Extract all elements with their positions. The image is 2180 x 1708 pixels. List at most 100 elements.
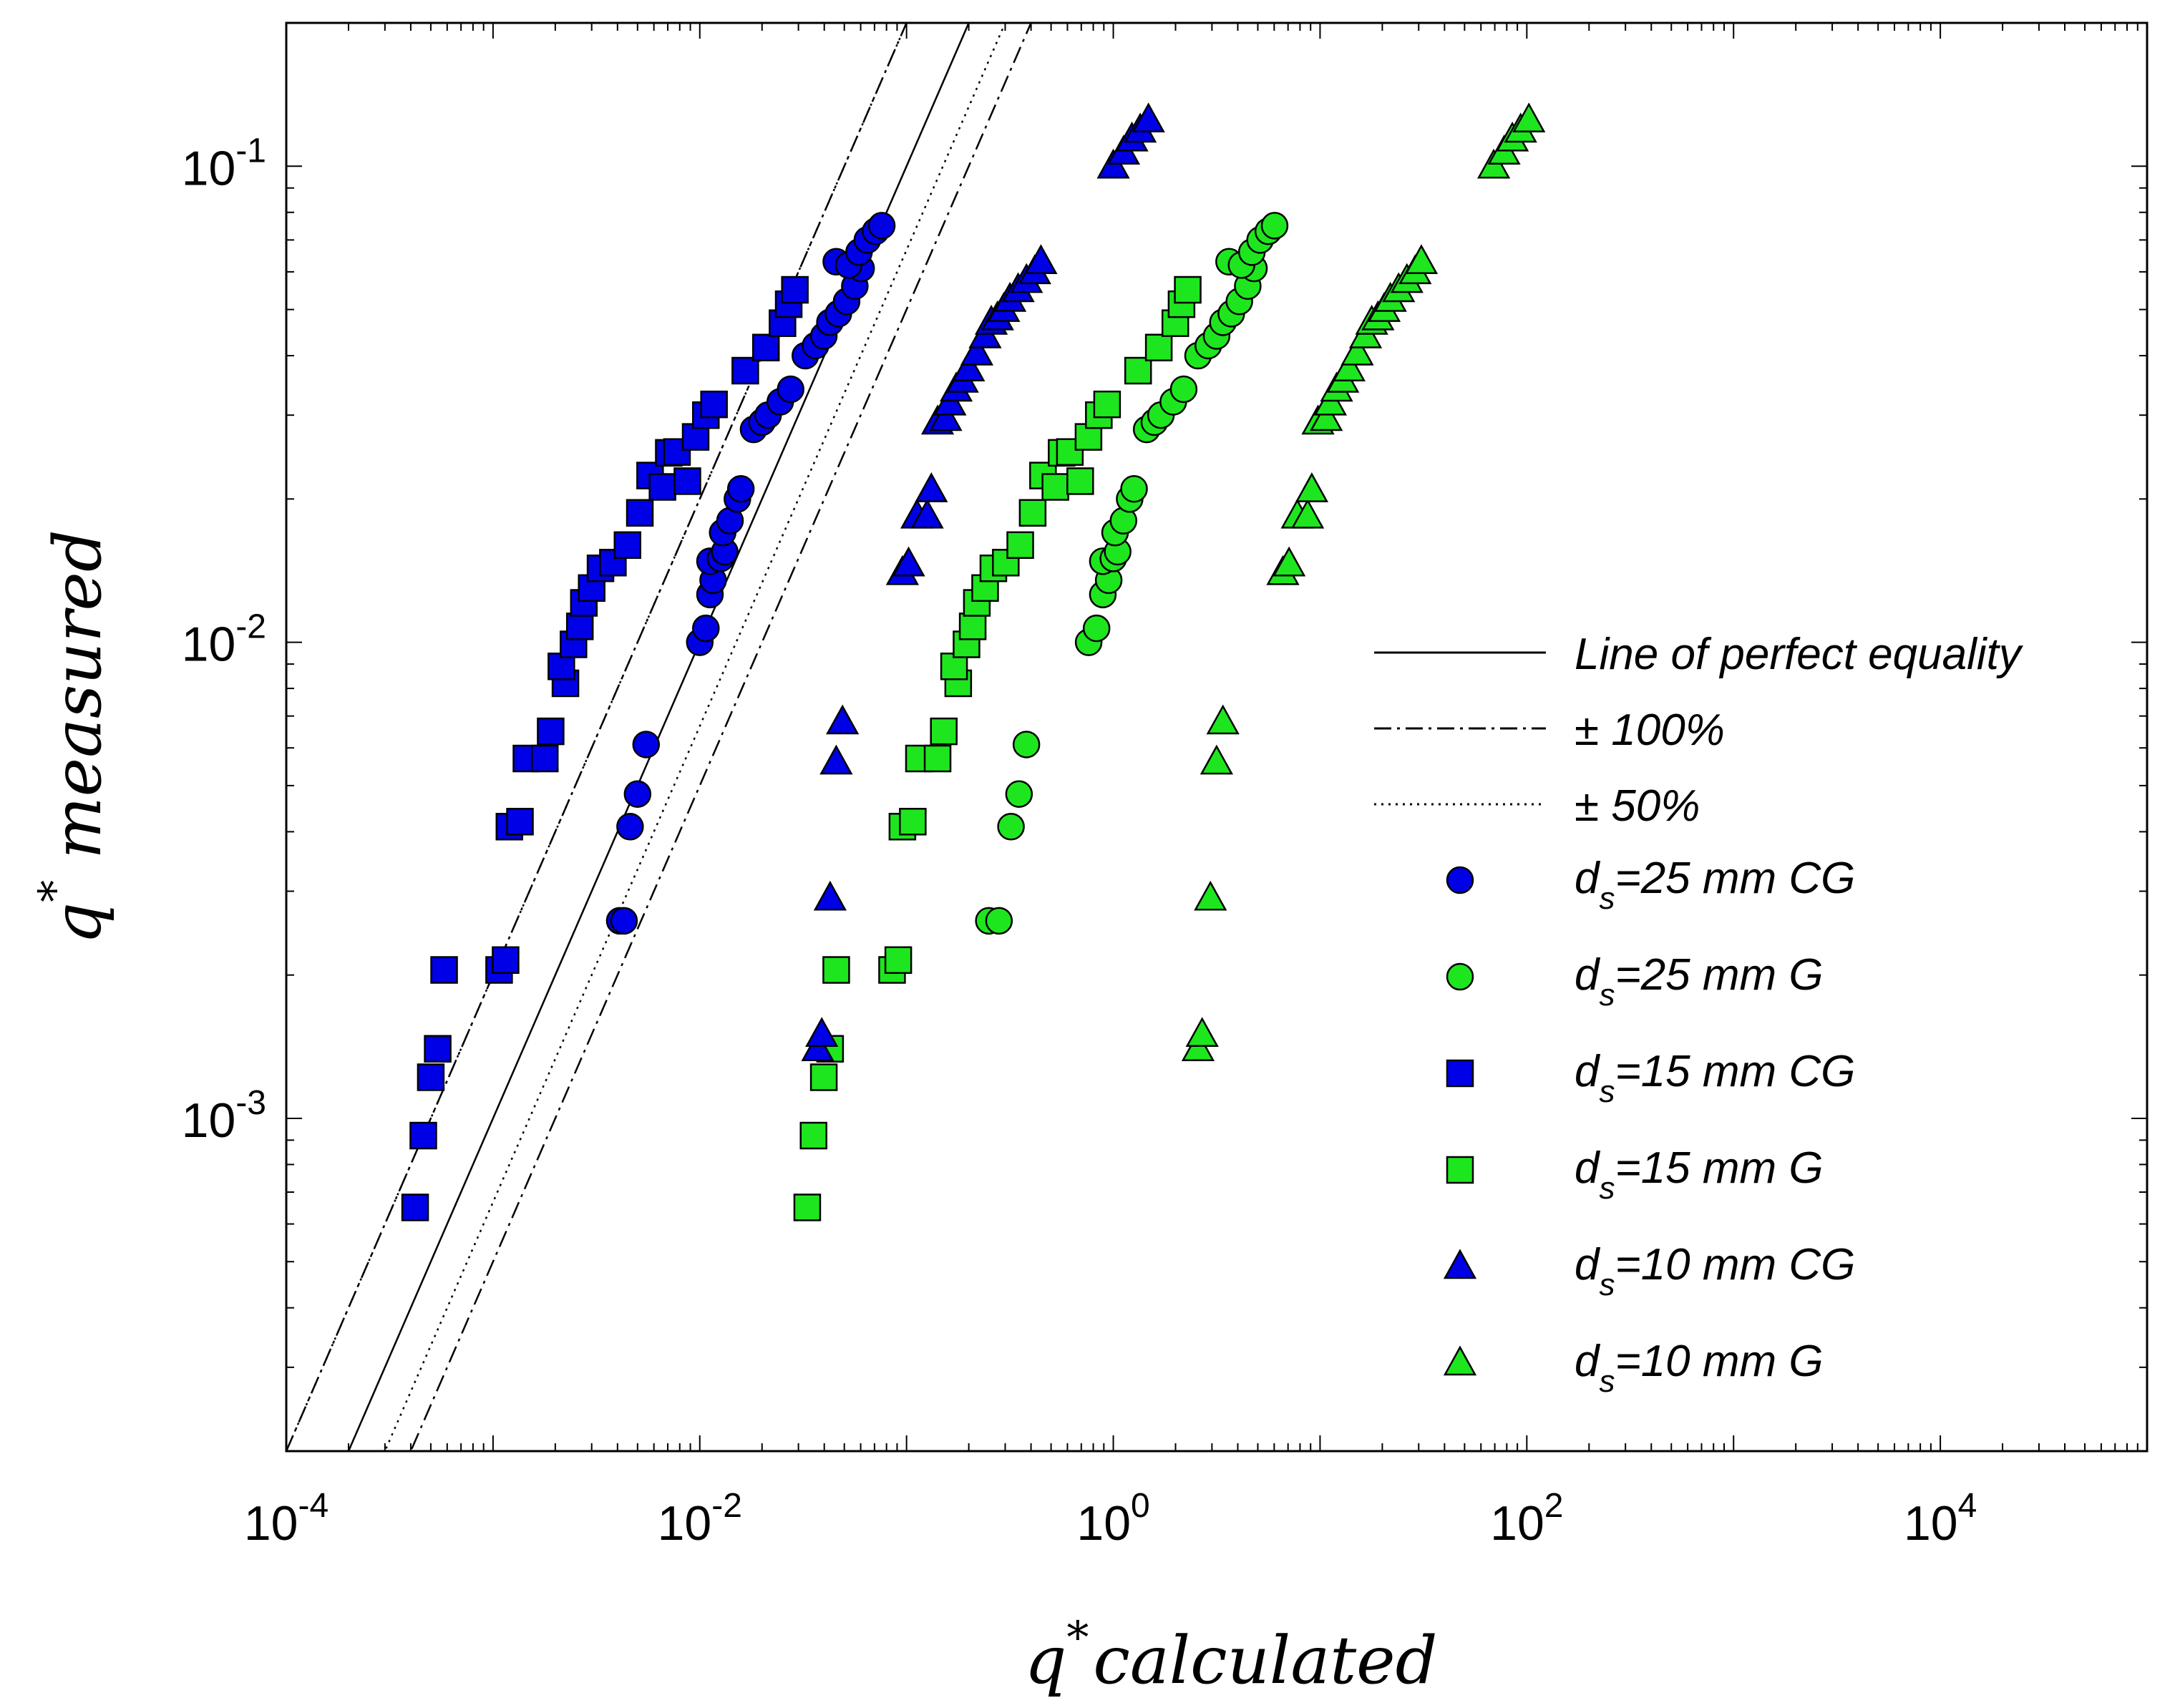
triangle-point [960, 335, 994, 366]
legend-series-label: ds=25 mm G [1575, 950, 1824, 1012]
square-point [809, 1063, 838, 1091]
line-plus-minus-100 [409, 23, 1032, 1451]
legend-marker-circle [1446, 962, 1474, 991]
circle-point [726, 474, 755, 503]
square-point [700, 390, 728, 419]
square-point [793, 1194, 822, 1221]
square-point [537, 717, 565, 746]
reference-lines [286, 23, 1032, 1451]
circle-point [632, 731, 661, 758]
line-perfect-equality [347, 23, 970, 1451]
x-tick-label: 10-4 [244, 1487, 329, 1551]
legend-series-label: ds=10 mm CG [1575, 1240, 1855, 1302]
circle-point [777, 375, 804, 404]
square-point [923, 744, 952, 773]
square-point [822, 956, 850, 984]
axis-ticks [286, 22, 2147, 1452]
square-point [799, 1121, 827, 1150]
legend-series-label: ds=15 mm G [1575, 1143, 1824, 1206]
y-tick-label: 10-2 [182, 608, 266, 672]
square-point [673, 467, 701, 495]
triangle-point [1404, 244, 1439, 275]
legend-marker-triangle [1443, 1249, 1477, 1279]
square-point [781, 275, 809, 304]
triangle-point [1310, 401, 1343, 431]
data-markers [401, 102, 1546, 1221]
x-axis-label: q*calculated [1024, 1611, 1437, 1699]
series-0 [605, 212, 896, 935]
circle-point [1012, 731, 1041, 758]
legend-series-label: ds=25 mm CG [1575, 854, 1855, 916]
square-point [899, 808, 927, 836]
x-tick-label: 102 [1490, 1487, 1563, 1551]
line-plus-minus-50 [384, 23, 1006, 1451]
triangle-point [805, 1017, 839, 1048]
triangle-point [910, 498, 944, 529]
square-point [1093, 390, 1121, 419]
triangle-point [1290, 498, 1325, 529]
circle-point [997, 812, 1025, 841]
series-4 [801, 102, 1165, 1061]
legend-marker-triangle [1443, 1345, 1477, 1376]
x-tick-label: 104 [1904, 1487, 1977, 1551]
legend-marker-circle [1446, 866, 1474, 894]
circle-point [610, 907, 638, 935]
legend-series-label: ds=15 mm CG [1575, 1047, 1855, 1109]
square-point [626, 499, 654, 527]
square-point [751, 333, 780, 361]
square-point [1066, 467, 1094, 495]
legend: Line of perfect equality ± 100% ± 50% ds… [1374, 630, 2024, 1399]
square-point [506, 808, 534, 836]
series-5 [1181, 102, 1546, 1061]
square-point [430, 956, 458, 984]
square-point [492, 946, 520, 975]
square-point [565, 613, 594, 640]
legend-markers [1443, 866, 1477, 1376]
plot-frame [285, 21, 2149, 1453]
circle-point [1169, 375, 1198, 404]
triangle-point [915, 472, 948, 502]
legend-series-label: ds=10 mm G [1575, 1337, 1824, 1399]
line-plus-minus-100 [286, 23, 908, 1451]
x-tick-label: 10-2 [658, 1487, 742, 1551]
series-2 [401, 275, 809, 1221]
triangle-point [1206, 704, 1240, 735]
square-point [648, 473, 676, 501]
square-point [1041, 473, 1069, 501]
square-point [731, 356, 759, 385]
square-point [1174, 275, 1202, 304]
triangle-point [929, 401, 963, 431]
square-point [613, 531, 642, 560]
series-1 [975, 212, 1289, 935]
legend-text-equality: Line of perfect equality [1575, 630, 2024, 679]
circle-point [1120, 474, 1148, 503]
legend-marker-square [1446, 1156, 1474, 1184]
triangle-point [826, 704, 860, 735]
triangle-point [813, 880, 847, 911]
y-axis-label: q* measured [29, 530, 116, 944]
legend-marker-square [1446, 1059, 1474, 1088]
triangle-point [1185, 1017, 1219, 1048]
triangle-point [1512, 102, 1546, 133]
circle-point [1005, 780, 1033, 808]
square-point [884, 946, 913, 975]
square-point [1144, 333, 1173, 361]
triangle-point [1295, 472, 1329, 502]
square-point [424, 1035, 452, 1063]
circle-point [867, 212, 896, 240]
triangle-point [1194, 880, 1227, 911]
y-tick-labels: 10-3 10-2 10-1 [182, 132, 266, 1148]
y-tick-label: 10-1 [182, 132, 266, 195]
triangle-point [1024, 244, 1058, 275]
square-point [1018, 499, 1047, 527]
triangle-point [819, 744, 853, 775]
square-point [530, 744, 559, 773]
x-tick-label: 100 [1076, 1487, 1149, 1551]
square-point [1006, 531, 1034, 560]
square-point [958, 613, 987, 640]
y-tick-label: 10-3 [182, 1084, 266, 1148]
circle-point [1260, 212, 1289, 240]
triangle-point [1273, 546, 1306, 577]
square-point [930, 717, 958, 746]
